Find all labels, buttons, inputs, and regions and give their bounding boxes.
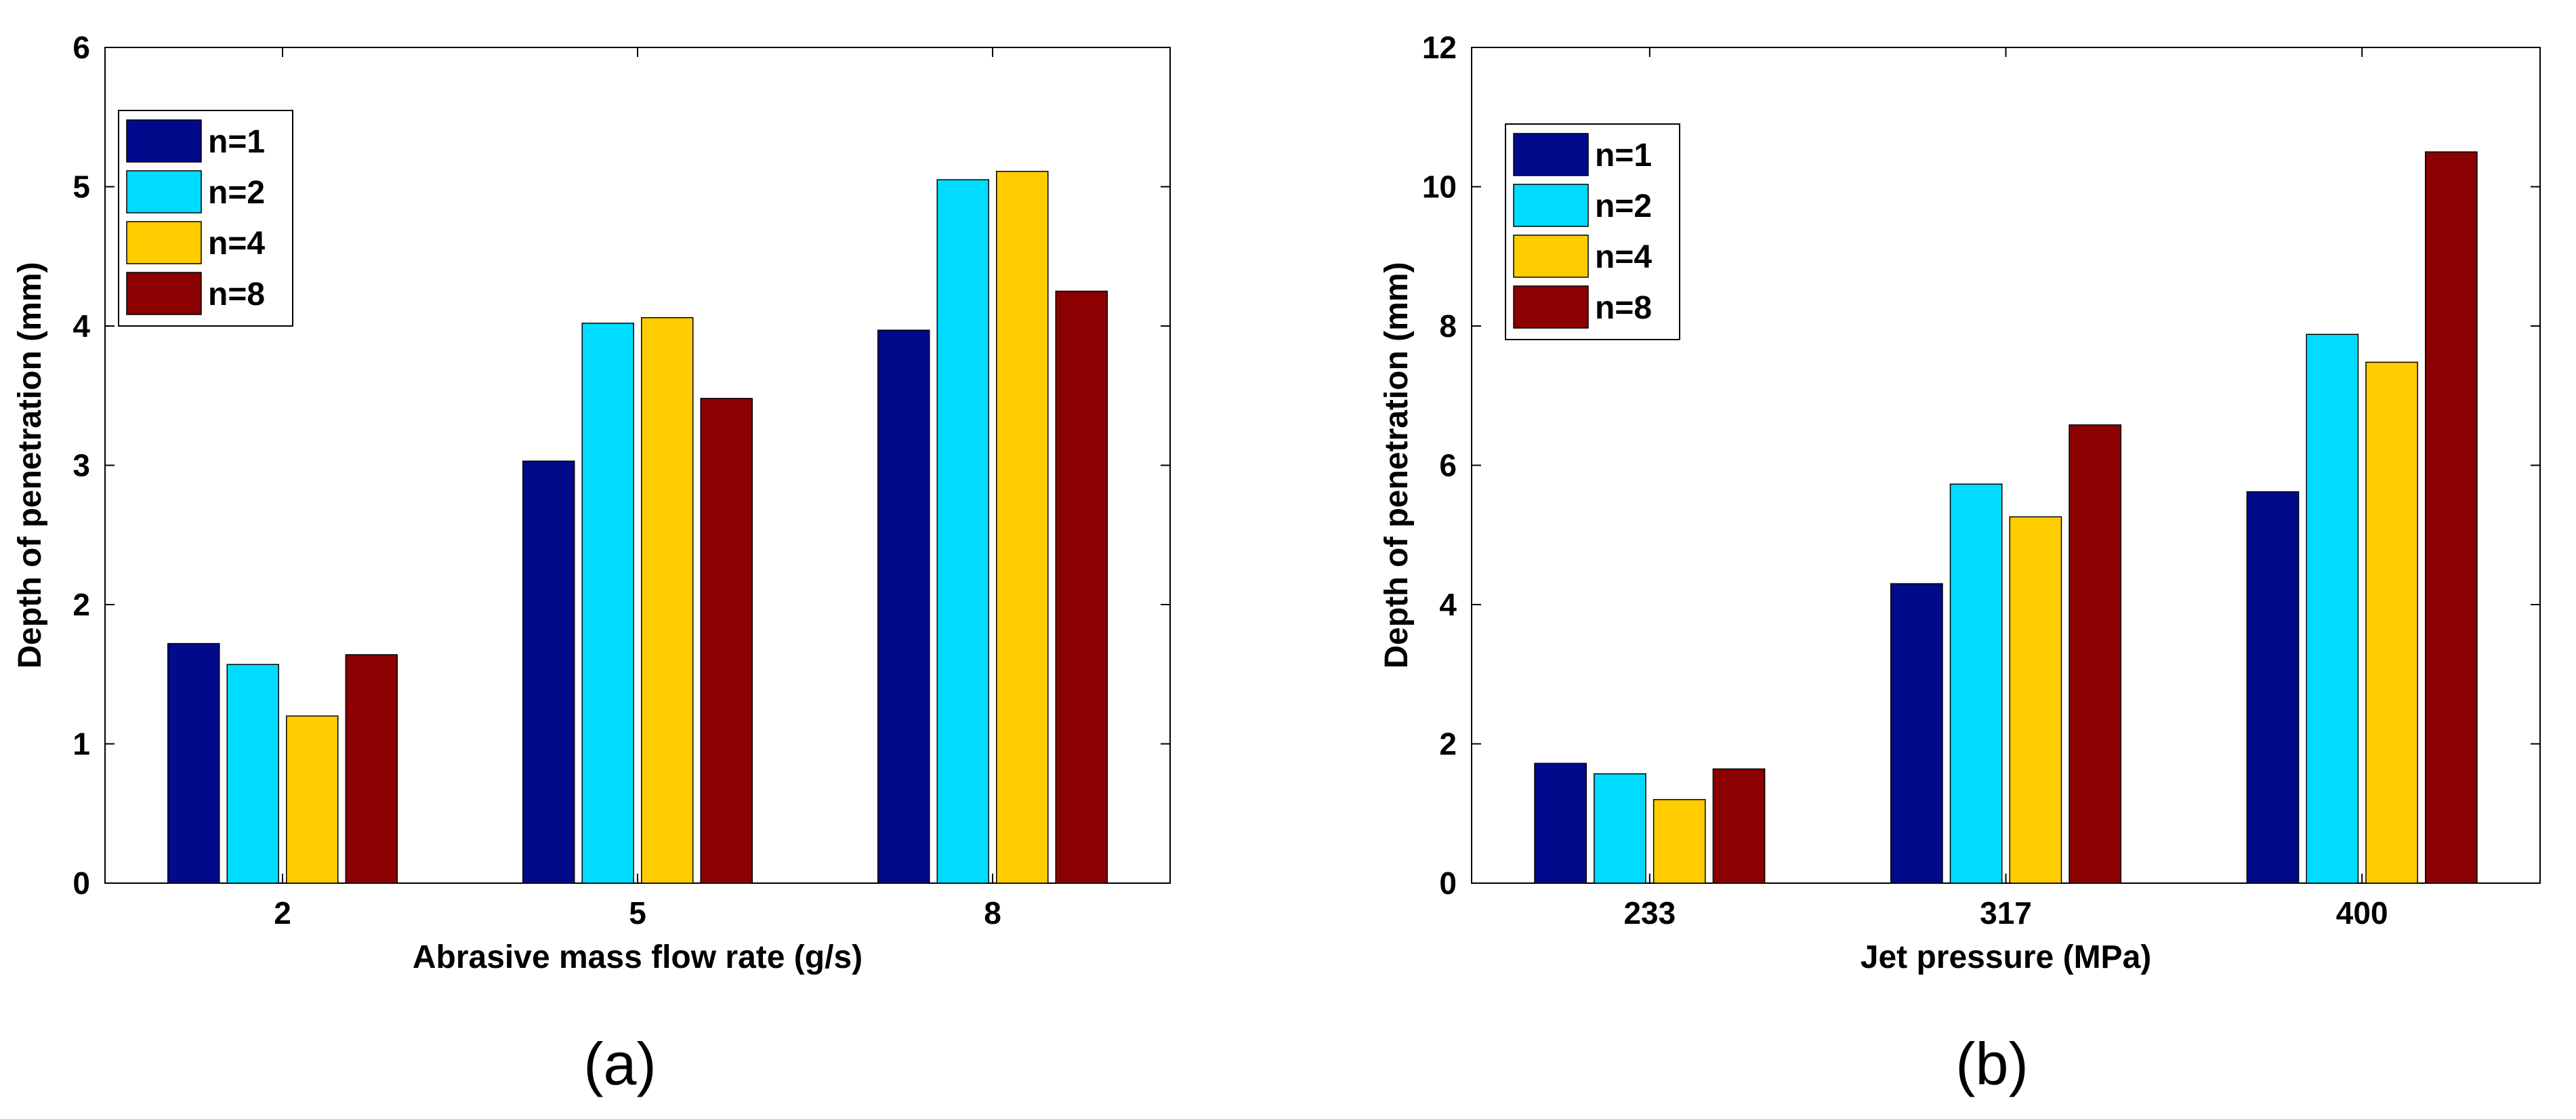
legend-label: n=4 bbox=[1595, 239, 1652, 275]
chart-panel-a: 0 1 2 3 4 5 6 2 5 8 Abrasive mass flow rate (g/s) D… bbox=[12, 30, 1171, 1097]
legend-label: n=1 bbox=[1595, 138, 1652, 174]
legend-label: n=1 bbox=[208, 124, 265, 160]
bar-n4-400 bbox=[2365, 361, 2418, 884]
legend-swatch-n8 bbox=[126, 272, 202, 315]
legend-label: n=2 bbox=[208, 175, 265, 211]
y-tick-label: 3 bbox=[72, 448, 90, 483]
bar-n1-317 bbox=[1890, 583, 1943, 884]
y-tick-label: 2 bbox=[1439, 727, 1457, 762]
legend: n=1 n=2 n=4 n=8 bbox=[1505, 123, 1680, 340]
bar-n4-5 bbox=[641, 317, 694, 884]
y-tick-label: 10 bbox=[1422, 169, 1457, 205]
x-tick-label: 400 bbox=[2336, 895, 2388, 931]
panel-caption: (a) bbox=[583, 1030, 657, 1097]
x-axis-title: Jet pressure (MPa) bbox=[1861, 939, 2152, 975]
y-tick-label: 5 bbox=[72, 169, 90, 205]
legend-label: n=2 bbox=[1595, 188, 1652, 224]
y-tick-label: 2 bbox=[72, 587, 90, 622]
x-tick-label: 2 bbox=[274, 895, 291, 931]
bar-n8-8 bbox=[1055, 290, 1108, 884]
chart-panel-b: 0 2 4 6 8 10 12 233 317 400 Jet pressure (MPa) Dept… bbox=[1379, 30, 2541, 1097]
y-tick-label: 6 bbox=[72, 30, 90, 65]
bar-n2-317 bbox=[1949, 483, 2003, 884]
bar-n1-400 bbox=[2246, 491, 2300, 884]
legend-swatch-n4 bbox=[1513, 235, 1589, 278]
bar-n4-233 bbox=[1653, 798, 1706, 884]
bar-n8-2 bbox=[345, 654, 398, 884]
y-tick-label: 1 bbox=[72, 727, 90, 762]
y-tick-label: 4 bbox=[72, 308, 90, 344]
x-tick-label: 233 bbox=[1623, 895, 1676, 931]
bar-n4-317 bbox=[2009, 516, 2062, 884]
bar-n2-400 bbox=[2306, 333, 2359, 884]
legend-swatch-n1 bbox=[1513, 133, 1589, 176]
legend-swatch-n8 bbox=[1513, 285, 1589, 329]
legend-swatch-n2 bbox=[1513, 184, 1589, 227]
bar-n2-8 bbox=[936, 179, 989, 884]
bar-n2-233 bbox=[1594, 773, 1646, 884]
bar-n8-5 bbox=[700, 398, 753, 884]
bar-n8-233 bbox=[1712, 768, 1766, 884]
bar-n1-5 bbox=[522, 460, 575, 884]
bar-n8-317 bbox=[2069, 424, 2122, 884]
bar-n1-233 bbox=[1534, 762, 1587, 884]
bar-n2-2 bbox=[226, 664, 279, 884]
y-tick-label: 8 bbox=[1439, 308, 1457, 344]
legend-label: n=4 bbox=[208, 226, 265, 262]
bar-n8-400 bbox=[2424, 151, 2478, 884]
y-tick-label: 0 bbox=[1439, 866, 1457, 901]
y-axis-title: Depth of penetration (mm) bbox=[12, 262, 48, 669]
legend-label: n=8 bbox=[1595, 290, 1652, 326]
y-tick-label: 4 bbox=[1439, 587, 1457, 622]
bar-n1-2 bbox=[167, 643, 220, 884]
bar-n4-8 bbox=[996, 171, 1049, 884]
y-tick-label: 0 bbox=[72, 866, 90, 901]
legend-swatch-n1 bbox=[126, 119, 202, 163]
bar-n4-2 bbox=[286, 715, 339, 884]
y-tick-label: 6 bbox=[1439, 448, 1457, 483]
y-axis-title: Depth of penetration (mm) bbox=[1379, 262, 1415, 669]
bar-n1-8 bbox=[877, 329, 930, 884]
legend: n=1 n=2 n=4 n=8 bbox=[118, 110, 293, 327]
bar-n2-5 bbox=[581, 323, 634, 884]
x-tick-label: 8 bbox=[984, 895, 1001, 931]
panel-caption: (b) bbox=[1955, 1030, 2029, 1097]
x-tick-label: 5 bbox=[629, 895, 646, 931]
y-tick-label: 12 bbox=[1422, 30, 1457, 65]
legend-swatch-n2 bbox=[126, 170, 202, 213]
legend-swatch-n4 bbox=[126, 221, 202, 264]
x-tick-label: 317 bbox=[1980, 895, 2032, 931]
legend-label: n=8 bbox=[208, 277, 265, 312]
x-axis-title: Abrasive mass flow rate (g/s) bbox=[413, 939, 863, 975]
